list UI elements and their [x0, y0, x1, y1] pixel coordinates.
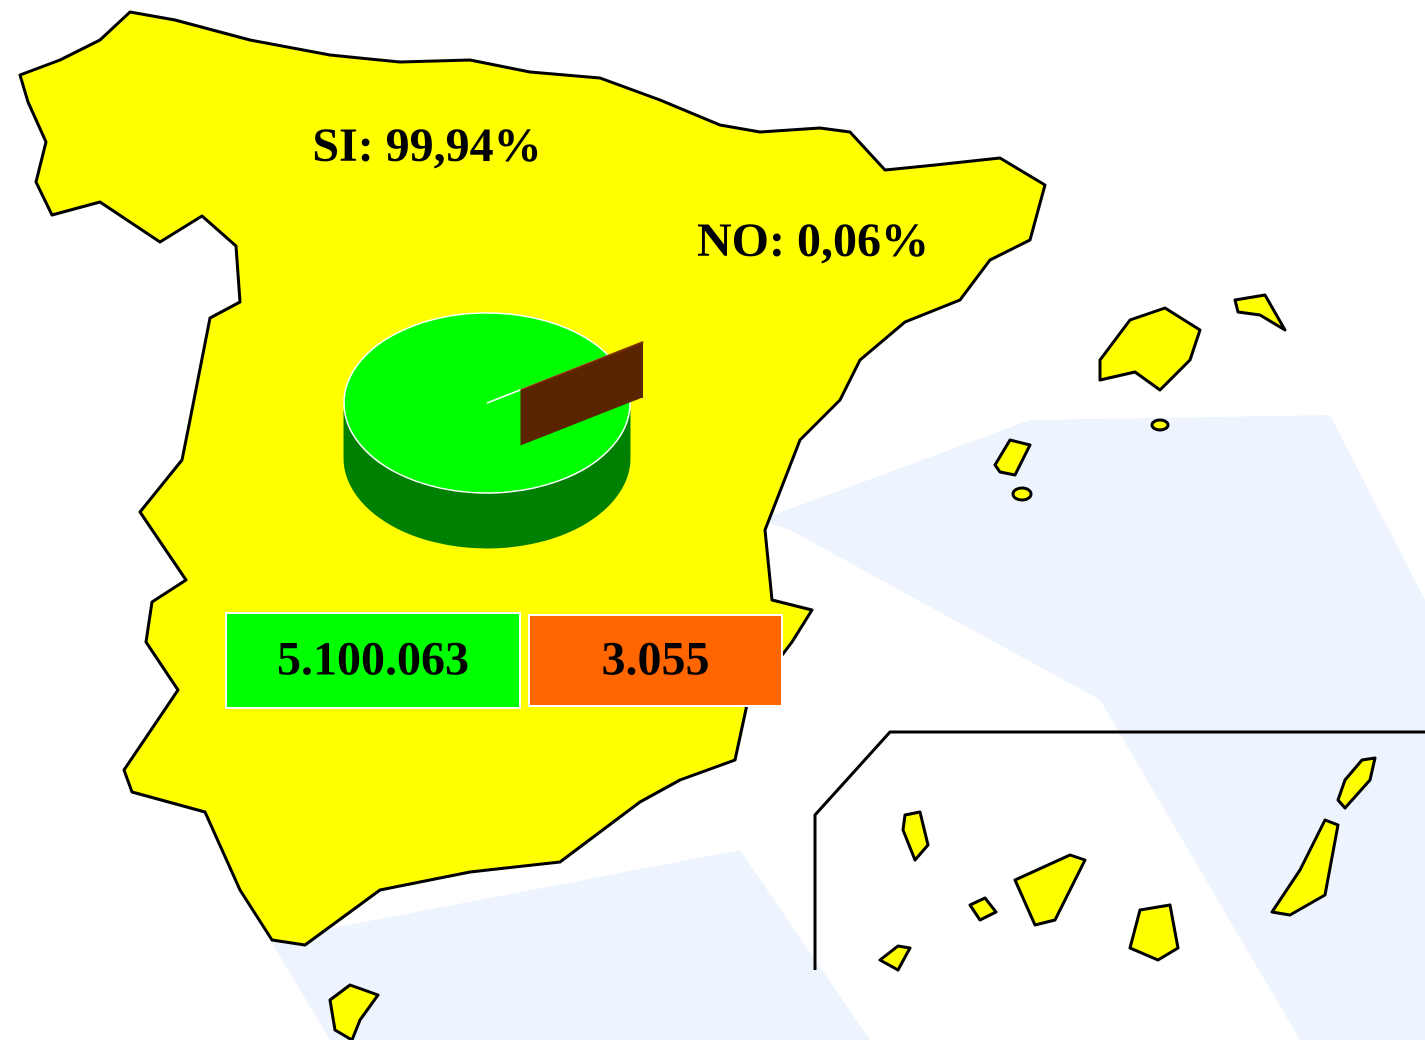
vote-label: 5.100.063 [277, 633, 469, 686]
island [901, 810, 930, 862]
no-label: NO: 0,06% [697, 214, 929, 267]
formentera [1011, 486, 1033, 502]
pie [343, 312, 644, 549]
island [1270, 818, 1340, 917]
island [878, 944, 912, 972]
cabrera [1150, 418, 1170, 432]
mallorca [1098, 306, 1202, 392]
vote-label: 3.055 [602, 633, 710, 686]
inset-frame [813, 730, 1425, 970]
canary-islands [878, 756, 1377, 972]
pie-slice [520, 341, 644, 391]
ceuta [328, 983, 380, 1040]
vote-box [225, 612, 521, 709]
island [1128, 903, 1180, 962]
vote-box [528, 614, 783, 707]
ibiza [993, 438, 1032, 477]
menorca [1233, 293, 1287, 332]
watermark-shape [760, 415, 1425, 1040]
island [1336, 756, 1377, 810]
pie-slice [343, 312, 631, 494]
watermark-shape [270, 850, 870, 1040]
island [1013, 853, 1087, 927]
si-label: SI: 99,94% [312, 119, 541, 172]
vote-boxes: 5.100.063 3.055 [225, 612, 783, 709]
island [968, 896, 998, 922]
